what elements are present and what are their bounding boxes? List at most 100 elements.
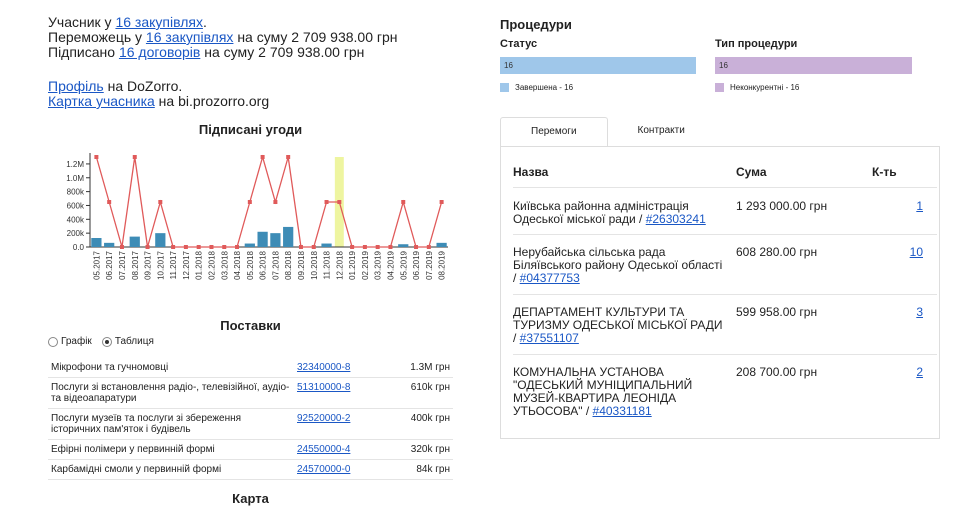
win-count-cell: 10 xyxy=(893,246,923,259)
supply-name: Ефірні полімери у первинній формі xyxy=(48,439,294,460)
x-tick-label: 06.2018 xyxy=(259,250,268,279)
x-tick-label: 07.2019 xyxy=(425,250,434,279)
x-tick-label: 09.2018 xyxy=(297,250,306,279)
signed-contracts-link[interactable]: 16 договорів xyxy=(118,44,201,60)
x-tick-label: 05.2017 xyxy=(92,250,101,279)
supply-amount: 1.3M грн xyxy=(400,358,453,378)
cpv-link[interactable]: 92520000-2 xyxy=(297,413,351,424)
participant-line: Учасник у 16 закупівлях. xyxy=(48,15,398,30)
buyer-name: Київська районна адміністрація Одеської … xyxy=(513,200,728,226)
win-count-link[interactable]: 3 xyxy=(916,305,923,319)
table-row: Ефірні полімери у первинній формі 245500… xyxy=(48,439,453,460)
x-tick-label: 11.2018 xyxy=(323,250,332,279)
radio-chart-label: Графік xyxy=(61,336,92,347)
win-count-link[interactable]: 2 xyxy=(916,365,923,379)
bar-mark xyxy=(436,242,447,247)
supply-cpv-cell: 24550000-4 xyxy=(294,439,400,460)
line-point xyxy=(324,200,329,204)
signed-deals-chart: 0.0 200k 400k 600k 800k 1.0M 1.2M 05.2017 06.201… xyxy=(66,153,448,280)
cpv-link[interactable]: 24570000-0 xyxy=(297,464,351,475)
cpv-link[interactable]: 51310000-8 xyxy=(297,382,351,393)
participant-stats: Учасник у 16 закупівлях. Переможець у 16… xyxy=(48,15,398,60)
line-point xyxy=(388,245,393,249)
line-point xyxy=(209,245,214,249)
y-tick-label: 600k xyxy=(67,201,85,210)
x-tick-label: 08.2019 xyxy=(438,250,447,279)
winner-tenders-link[interactable]: 16 закупівлях xyxy=(145,29,234,45)
line-point xyxy=(107,200,112,204)
line-point xyxy=(362,245,367,249)
table-row: Мікрофони та гучномовці 32340000-8 1.3M … xyxy=(48,358,453,378)
line-point xyxy=(337,200,342,204)
results-tabs: Перемоги Контракти xyxy=(500,117,715,147)
win-count-cell: 3 xyxy=(893,306,923,319)
y-tick-label: 0.0 xyxy=(73,243,85,252)
supply-amount: 400k грн xyxy=(400,408,453,440)
tab-contracts[interactable]: Контракти xyxy=(637,125,685,136)
participant-card-link[interactable]: Картка учасника xyxy=(48,93,155,109)
radio-chart-dot[interactable] xyxy=(48,336,58,347)
external-links: Профіль на DoZorro. Картка учасника на b… xyxy=(48,79,269,109)
col-name-header: Назва xyxy=(513,165,549,179)
line-point xyxy=(273,200,278,204)
bar-mark xyxy=(91,238,102,247)
table-row: Нерубайська сільська рада Біляївського р… xyxy=(513,234,937,295)
line-point xyxy=(171,245,176,249)
radio-table[interactable]: Таблиця xyxy=(101,336,154,347)
bar-mark xyxy=(244,243,255,247)
procedure-type-bar[interactable]: 16 xyxy=(715,57,912,74)
cpv-link[interactable]: 24550000-4 xyxy=(297,444,351,455)
radio-chart[interactable]: Графік xyxy=(48,336,92,347)
x-tick-label: 09.2017 xyxy=(144,250,153,279)
col-sum-header: Сума xyxy=(736,165,767,179)
buyer-code-link[interactable]: #26303241 xyxy=(645,212,706,226)
x-tick-label: 08.2017 xyxy=(131,250,140,279)
buyer-code-link[interactable]: #40331181 xyxy=(592,404,652,418)
bar-mark xyxy=(104,242,115,247)
win-sum: 208 700.00 грн xyxy=(736,365,818,379)
participant-tenders-link[interactable]: 16 закупівлях xyxy=(115,14,203,30)
radio-table-dot[interactable] xyxy=(101,336,112,347)
y-tick-label: 1.0M xyxy=(66,174,84,183)
win-count-link[interactable]: 10 xyxy=(909,245,923,259)
x-tick-label: 07.2018 xyxy=(271,250,280,279)
procedures-title: Процедури xyxy=(500,17,572,32)
win-count-cell: 1 xyxy=(893,200,923,213)
status-label: Статус xyxy=(500,38,538,50)
supply-cpv-cell: 32340000-8 xyxy=(294,358,400,378)
signed-deals-title: Підписані угоди xyxy=(198,122,303,137)
signed-sum: на суму 2 709 938.00 грн xyxy=(200,44,365,60)
line-point xyxy=(426,245,431,249)
dozorro-profile-link[interactable]: Профіль xyxy=(48,78,104,94)
winner-text: Переможець у xyxy=(48,29,146,45)
table-row: ДЕПАРТАМЕНТ КУЛЬТУРИ ТА ТУРИЗМУ ОДЕСЬКОЇ… xyxy=(513,294,937,355)
supply-name: Карбамідні смоли у первинній формі xyxy=(48,459,294,480)
status-legend: Завершена - 16 xyxy=(500,83,573,92)
col-count-header: К-ть xyxy=(872,165,897,179)
tab-wins[interactable]: Перемоги xyxy=(500,117,608,147)
signed-line: Підписано 16 договорів на суму 2 709 938… xyxy=(48,45,398,60)
status-bar[interactable]: 16 xyxy=(500,57,696,74)
supply-name: Мікрофони та гучномовці xyxy=(48,358,294,378)
x-tick-label: 10.2017 xyxy=(156,250,165,279)
bar-mark xyxy=(155,233,166,247)
x-tick-label: 08.2018 xyxy=(284,250,293,279)
x-tick-label: 06.2019 xyxy=(412,250,421,279)
cpv-link[interactable]: 32340000-8 xyxy=(297,362,351,373)
x-tick-label: 02.2018 xyxy=(207,250,216,279)
line-point xyxy=(414,245,419,249)
buyer-code-link[interactable]: #37551107 xyxy=(519,331,579,345)
win-sum: 1 293 000.00 грн xyxy=(736,199,828,213)
buyer-code-link[interactable]: #04377753 xyxy=(519,271,580,285)
table-row: Послуги зі встановлення радіо-, телевізі… xyxy=(48,377,453,409)
win-count-link[interactable]: 1 xyxy=(916,199,923,213)
line-point xyxy=(286,155,291,159)
supply-name: Послуги музеїв та послуги зі збереження … xyxy=(48,408,294,440)
bar-mark xyxy=(129,236,140,247)
procedure-type-label: Тип процедури xyxy=(715,38,798,50)
line-point xyxy=(401,200,406,204)
line-point xyxy=(260,155,265,159)
supply-amount: 610k грн xyxy=(400,377,453,409)
status-legend-text: Завершена - 16 xyxy=(515,83,574,92)
type-legend-swatch xyxy=(715,83,724,92)
